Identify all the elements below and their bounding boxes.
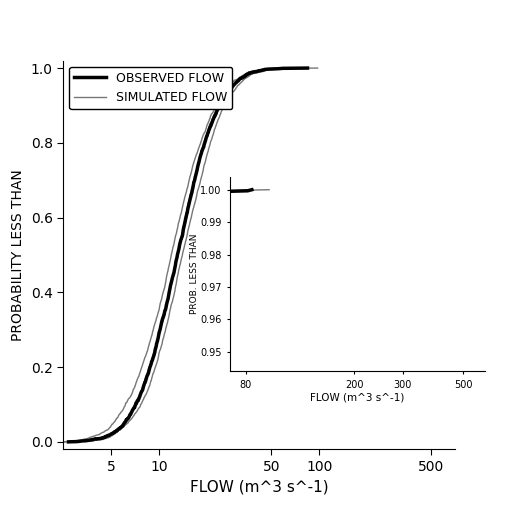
X-axis label: FLOW (m^3 s^-1): FLOW (m^3 s^-1) bbox=[310, 392, 405, 402]
Y-axis label: PROB. LESS THAN: PROB. LESS THAN bbox=[189, 234, 198, 314]
X-axis label: FLOW (m^3 s^-1): FLOW (m^3 s^-1) bbox=[189, 479, 328, 494]
Legend: OBSERVED FLOW, SIMULATED FLOW: OBSERVED FLOW, SIMULATED FLOW bbox=[69, 67, 232, 109]
Y-axis label: PROBABILITY LESS THAN: PROBABILITY LESS THAN bbox=[11, 169, 25, 341]
